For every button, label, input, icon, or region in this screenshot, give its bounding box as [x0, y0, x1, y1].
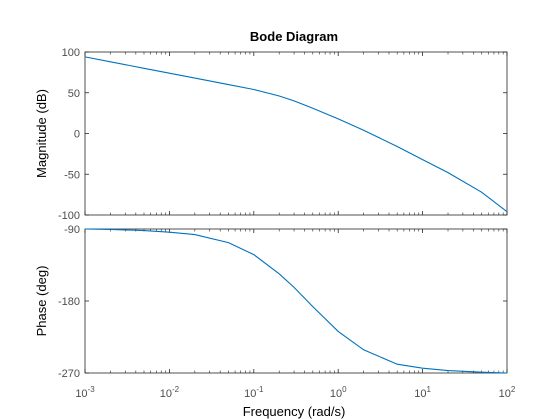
y-tick-label: -180	[58, 296, 80, 308]
y-tick-label: 100	[62, 47, 80, 59]
x-tick-exponent: -3	[88, 385, 96, 394]
y-tick-label: -50	[64, 169, 80, 181]
y-tick-label: 0	[74, 129, 80, 141]
y-tick-label: -90	[64, 224, 80, 236]
panel-phase: -270 -180 -90 Phase (deg)	[34, 224, 508, 380]
y-tick-label: -270	[58, 368, 80, 380]
x-tick-exponent: 1	[426, 385, 431, 394]
x-tick-exponent: -2	[172, 385, 180, 394]
bode-panels: -100 -50 0 50 100 Magnitude (dB) -270 -180 -90 Ph…	[34, 47, 516, 400]
x-tick-exponent: 2	[511, 385, 516, 394]
x-axis-label: Frequency (rad/s)	[243, 404, 346, 419]
y-tick-label: -100	[58, 210, 80, 222]
y-axis-label-phase: Phase (deg)	[34, 266, 49, 337]
y-tick-label: 50	[68, 88, 80, 100]
panel-magnitude: -100 -50 0 50 100 Magnitude (dB)	[34, 47, 508, 222]
y-axis-label-magnitude: Magnitude (dB)	[34, 89, 49, 178]
x-tick-exponent: -1	[256, 385, 264, 394]
x-tick-exponent: 0	[342, 385, 347, 394]
chart-title: Bode Diagram	[250, 29, 338, 44]
series-line-magnitude	[84, 56, 508, 213]
series-line-phase	[84, 228, 508, 374]
